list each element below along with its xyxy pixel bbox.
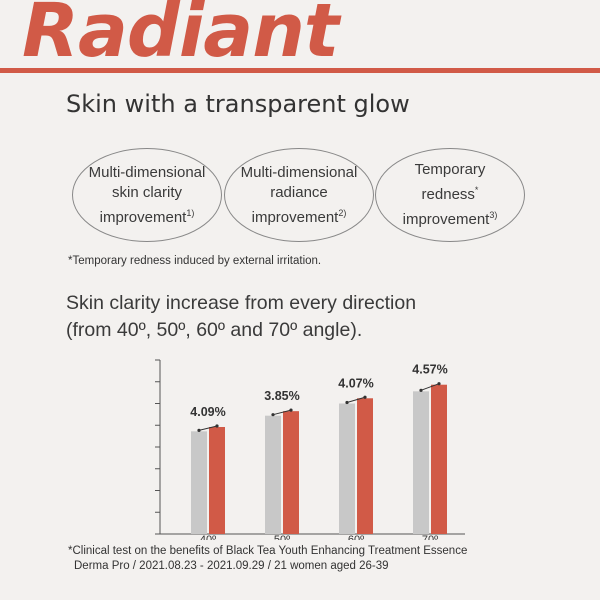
increase-dot-start — [345, 400, 349, 405]
claims-row: Multi-dimensional skin clarity improveme… — [0, 140, 600, 250]
bar-baseline — [339, 403, 355, 534]
claim-3-ref: 3) — [489, 210, 498, 220]
claim-2-line-3: improvement — [251, 208, 339, 226]
bar-baseline — [413, 391, 429, 534]
claim-2-ref: 2) — [338, 207, 347, 218]
footnote-clinical-line-1: *Clinical test on the benefits of Black … — [68, 545, 468, 557]
x-tick-label: 70º — [422, 534, 438, 540]
increase-dot-start — [419, 388, 423, 392]
increase-connector — [272, 409, 292, 416]
claim-3-line-2: redness — [421, 186, 475, 203]
chart-title-line-1: Skin clarity increase from every directi… — [66, 292, 417, 314]
bar-after — [431, 384, 447, 534]
increase-connector — [198, 425, 218, 431]
bar-after — [357, 398, 373, 534]
claim-1-line-3: improvement — [99, 208, 187, 226]
claim-2-line-2: radiance — [270, 183, 328, 201]
increase-dot-end — [437, 382, 441, 386]
claim-1-line-2: skin clarity — [111, 183, 182, 201]
claim-3-asterisk: * — [474, 185, 479, 195]
data-label: 4.09% — [190, 405, 225, 419]
brand-rule — [0, 68, 600, 73]
footnote-redness: *Temporary redness induced by external i… — [68, 255, 322, 267]
chart-title: Skin clarity increase from every directi… — [66, 290, 546, 344]
bar-baseline — [191, 431, 207, 534]
claim-skin-clarity: Multi-dimensional skin clarity improveme… — [72, 148, 222, 242]
footnote-clinical-line-2: Derma Pro / 2021.08.23 - 2021.09.29 / 21… — [74, 560, 389, 572]
claim-1-ref: 1) — [186, 207, 195, 218]
data-label: 4.57% — [412, 363, 447, 377]
increase-connector — [420, 383, 440, 391]
increase-dot-start — [271, 413, 275, 417]
bar-after — [209, 426, 225, 534]
increase-connector — [346, 396, 366, 403]
bar-chart: 4.09% 40º 3.85% 50º 4.07% 60º 4.57% 70º — [155, 359, 465, 540]
claim-2-line-1: Multi-dimensional — [240, 163, 358, 181]
claim-3-line-1: Temporary — [414, 161, 486, 178]
increase-dot-end — [363, 395, 367, 399]
claim-3-line-3: improvement — [402, 211, 490, 228]
bar-after — [283, 411, 299, 534]
x-tick-label: 50º — [274, 534, 290, 540]
claim-radiance: Multi-dimensional radiance improvement2) — [224, 148, 374, 242]
increase-dot-start — [197, 428, 201, 432]
data-label: 4.07% — [338, 376, 373, 390]
increase-dot-end — [215, 424, 219, 428]
claim-1-line-1: Multi-dimensional — [88, 163, 206, 181]
x-tick-label: 60º — [348, 534, 364, 540]
footnote-clinical: *Clinical test on the benefits of Black … — [68, 544, 467, 574]
brand-title: Radiant — [22, 0, 339, 74]
headline: Skin with a transparent glow — [66, 90, 410, 118]
increase-dot-end — [289, 408, 293, 412]
chart-title-line-2: (from 40º, 50º, 60º and 70º angle). — [66, 319, 363, 341]
data-label: 3.85% — [264, 389, 299, 403]
bar-baseline — [265, 415, 281, 534]
claim-redness: Temporary redness* improvement3) — [375, 148, 525, 242]
x-tick-label: 40º — [200, 534, 216, 540]
